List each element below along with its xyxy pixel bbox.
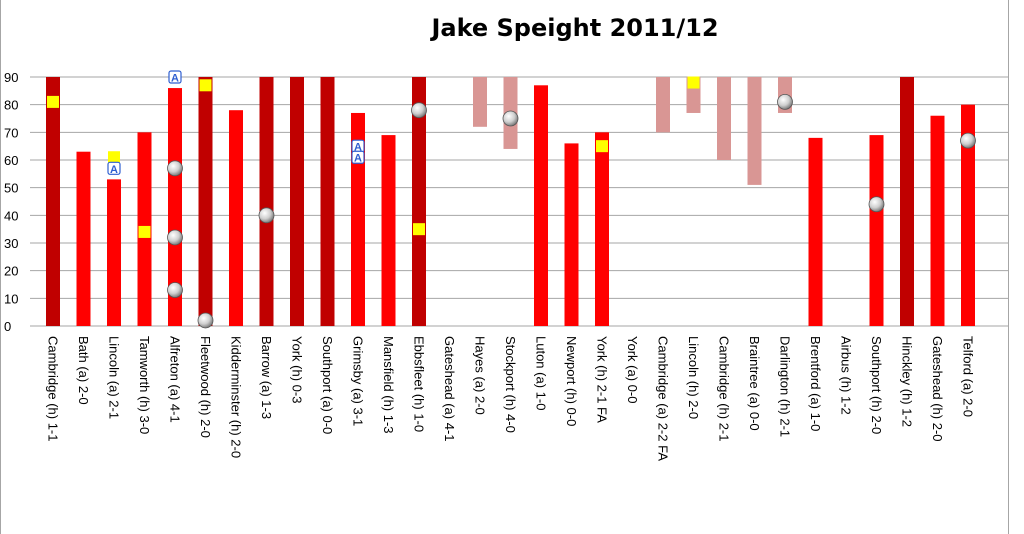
football-icon (197, 312, 214, 329)
bar-sub-off (534, 85, 548, 326)
x-category-label: Darlington (h) 2-1 (778, 336, 793, 437)
y-tick-label: 50 (4, 181, 18, 196)
x-category-label: Mansfield (h) 1-3 (381, 336, 396, 434)
football-icon (502, 110, 519, 127)
assist-badge-icon: A (351, 150, 365, 165)
y-tick-label: 30 (4, 236, 18, 251)
x-category-label: Luton (a) 1-0 (534, 336, 549, 410)
x-category-label: Gateshead (a) 4-1 (442, 336, 457, 442)
bar-sub-on (717, 77, 731, 160)
x-category-label: Brentford (a) 1-0 (808, 336, 823, 431)
bar-sub-off (229, 110, 243, 326)
x-category-label: Alfreton (a) 4-1 (168, 336, 183, 423)
bar-full (412, 77, 426, 326)
bar-sub-off (930, 115, 945, 326)
x-category-label: Bath (a) 2-0 (76, 336, 91, 405)
bar-full (290, 77, 304, 326)
bar-sub-on (473, 77, 487, 127)
x-category-label: Kidderminster (h) 2-0 (229, 336, 244, 458)
bar-sub-off (168, 88, 182, 326)
bar-sub-off (595, 132, 609, 326)
y-tick-label: 10 (4, 291, 18, 306)
y-tick-label: 90 (4, 70, 18, 85)
x-category-label: Stockport (h) 4-0 (503, 336, 518, 433)
y-tick-label: 0 (4, 319, 11, 334)
football-icon (167, 160, 183, 177)
yellow-card-icon (108, 151, 120, 164)
x-category-label: Southport (h) 2-0 (869, 336, 884, 434)
x-category-label: Cambridge (h) 2-1 (717, 336, 732, 442)
x-category-label: York (h) 0-3 (290, 336, 305, 403)
yellow-card-icon (687, 76, 700, 89)
bar-sub-on (656, 77, 670, 133)
bar-sub-off (76, 151, 91, 326)
y-tick-label: 60 (4, 153, 18, 168)
x-category-label: Ebbsfleet (h) 1-0 (412, 336, 427, 432)
x-category-label: York (h) 2-1 FA (595, 336, 610, 423)
chart-title: Jake Speight 2011/12 (431, 14, 719, 42)
y-tick-label: 40 (4, 208, 18, 223)
yellow-card-icon (413, 223, 425, 236)
x-category-label: Airbus (h) 1-2 (839, 336, 854, 415)
x-category-label: Braintree (a) 0-0 (747, 336, 762, 431)
x-category-label: Cambridge (a) 2-2 FA (656, 336, 671, 461)
svg-text:A: A (354, 153, 362, 165)
y-tick-label: 20 (4, 264, 18, 279)
x-category-label: Telford (a) 2-0 (961, 336, 976, 417)
bar-sub-off (351, 112, 365, 326)
x-category-label: Tamworth (h) 3-0 (137, 336, 152, 434)
bar-full (46, 77, 60, 326)
assist-badge-icon: A (168, 70, 182, 85)
x-category-label: Fleetwood (h) 2-0 (198, 336, 213, 438)
bar-sub-off (564, 143, 579, 326)
bar-sub-off (381, 135, 396, 326)
bar-full (259, 77, 274, 326)
football-icon (167, 229, 183, 246)
x-category-label: Cambridge (h) 1-1 (46, 336, 61, 442)
x-category-label: Grimsby (a) 3-1 (351, 336, 366, 426)
y-tick-label: 80 (4, 98, 18, 113)
bar-full (900, 77, 914, 326)
bar-sub-off (107, 179, 121, 326)
football-icon (868, 196, 885, 213)
x-category-label: Newport (h) 0-0 (564, 336, 579, 426)
x-category-label: Lincoln (h) 2-0 (686, 336, 701, 419)
x-category-label: Southport (a) 0-0 (320, 336, 335, 434)
y-tick-label: 70 (4, 125, 18, 140)
football-icon (960, 132, 976, 149)
yellow-card-icon (138, 225, 151, 238)
yellow-card-icon (199, 79, 212, 92)
yellow-card-icon (47, 95, 59, 108)
football-icon (411, 102, 427, 119)
bar-sub-off (869, 135, 884, 326)
bar-sub-on (747, 77, 762, 185)
svg-text:A: A (171, 73, 179, 85)
x-category-label: Lincoln (a) 2-1 (107, 336, 122, 419)
bar-full (320, 77, 335, 326)
yellow-card-icon (596, 140, 608, 153)
x-category-label: Hinckley (h) 1-2 (900, 336, 915, 427)
x-category-label: Hayes (a) 2-0 (473, 336, 488, 415)
assist-badge-icon: A (107, 161, 121, 176)
axis-right-border (1008, 0, 1009, 534)
bar-sub-off (961, 104, 975, 327)
football-icon (777, 94, 793, 110)
bar-sub-off (808, 137, 823, 326)
axis-left-border (0, 0, 1, 534)
football-icon (258, 207, 275, 224)
bar-full (198, 77, 213, 326)
x-category-label: Gateshead (h) 2-0 (930, 336, 945, 442)
svg-text:A: A (354, 142, 362, 154)
football-icon (167, 282, 183, 298)
x-category-label: Barrow (a) 1-3 (259, 336, 274, 419)
svg-text:A: A (110, 164, 118, 176)
x-category-label: York (a) 0-0 (625, 336, 640, 403)
